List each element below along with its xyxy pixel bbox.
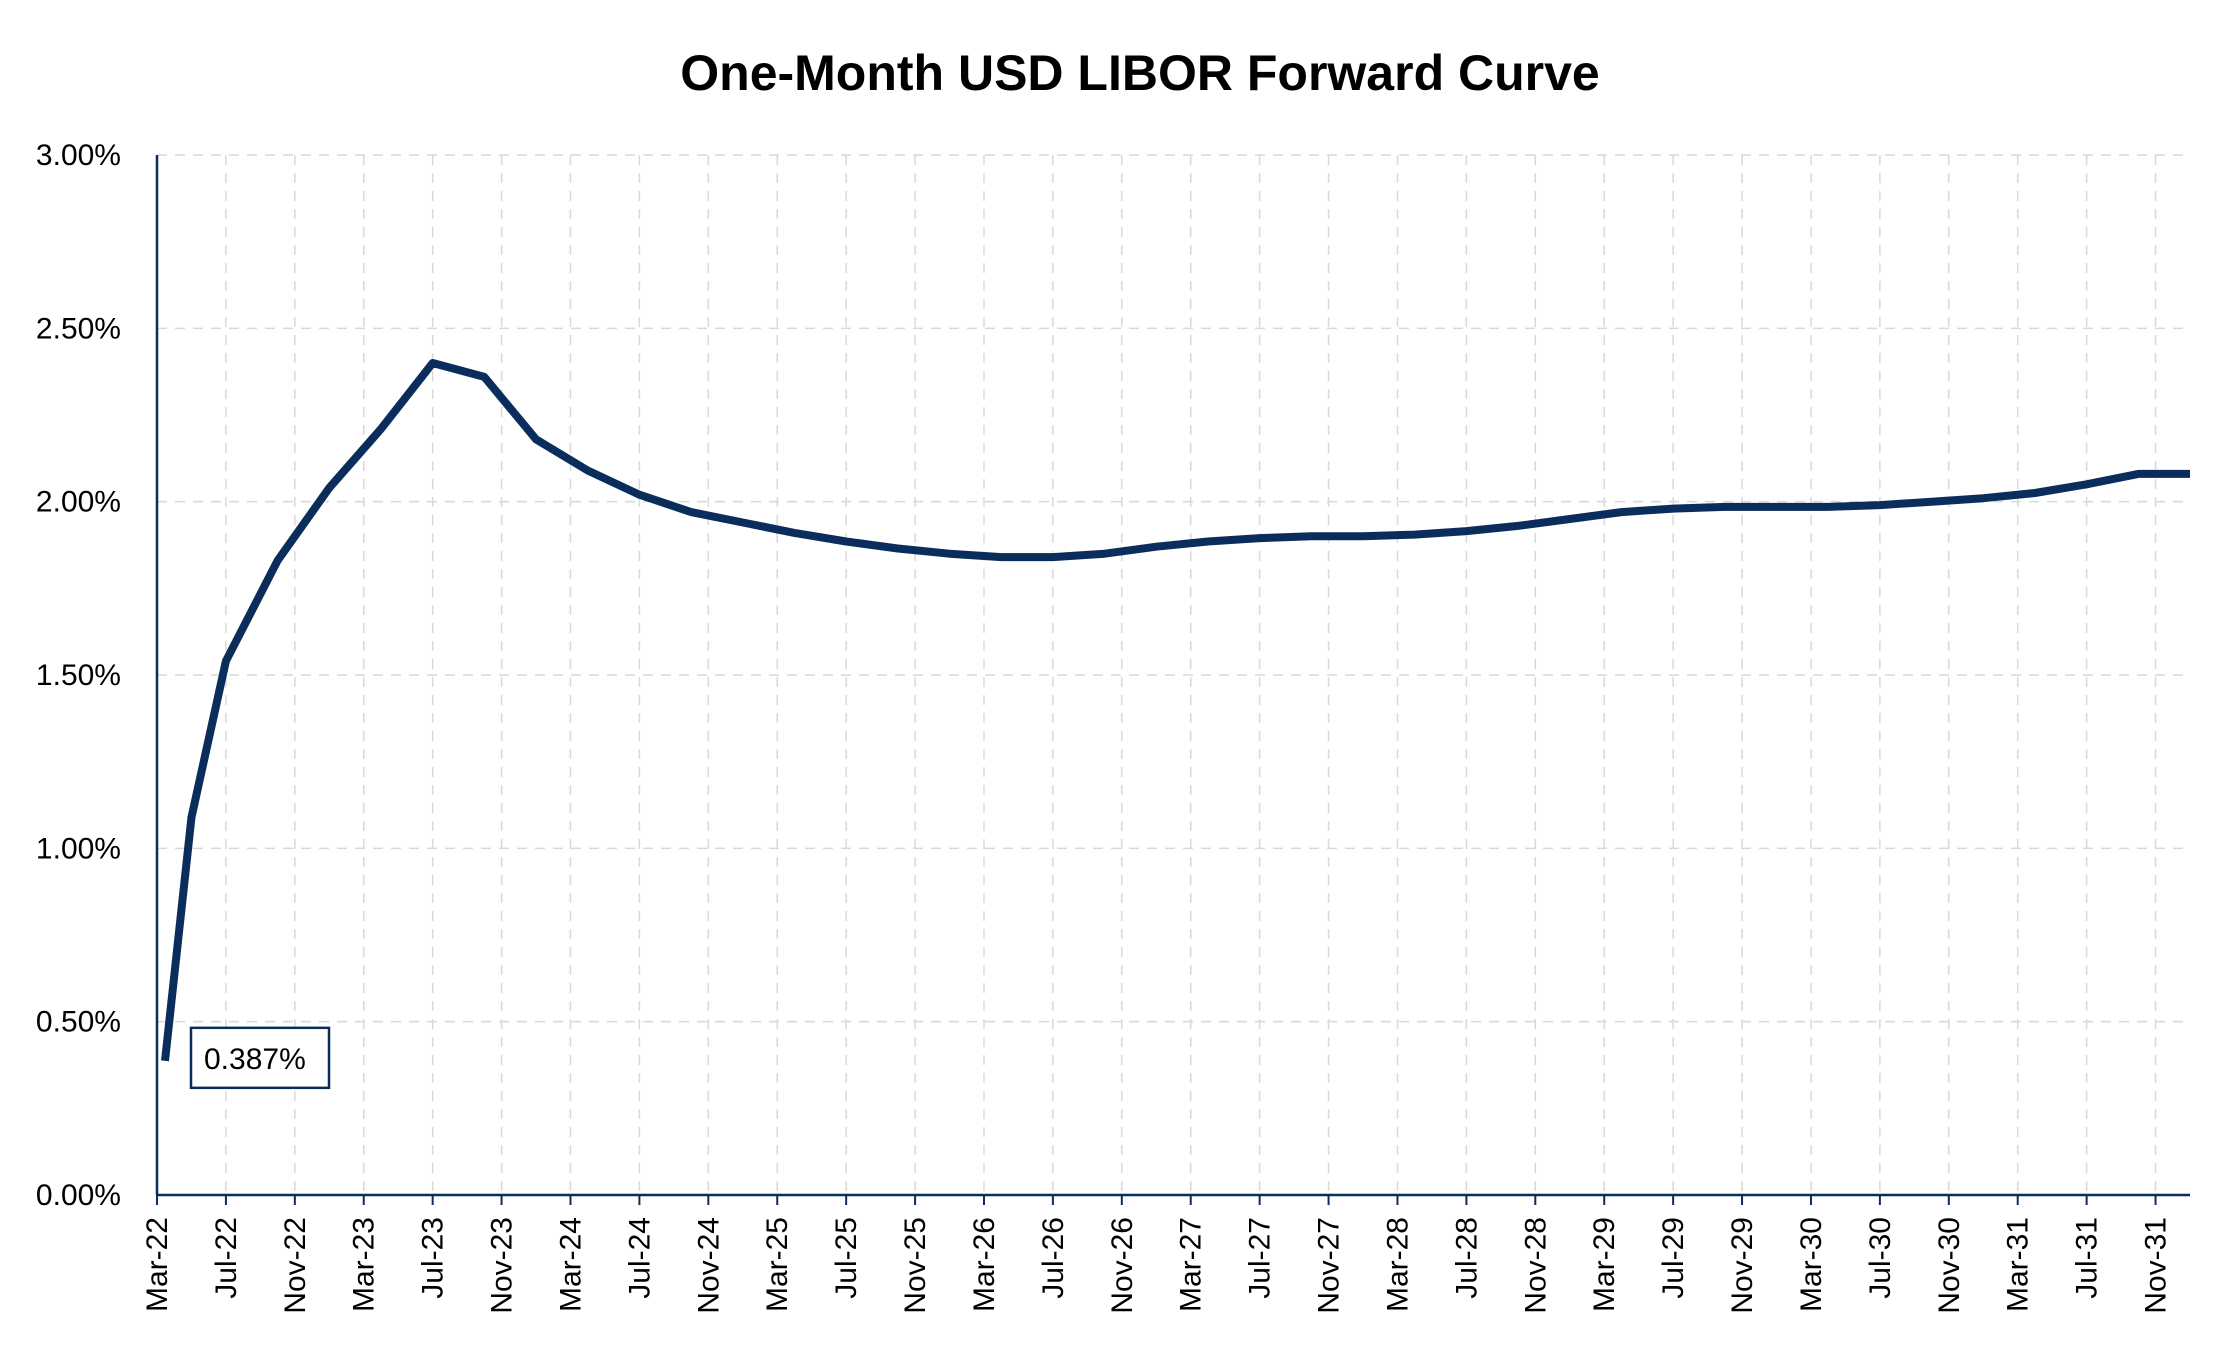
series-layer bbox=[161, 359, 2190, 1062]
x-tick-label: Jul-25 bbox=[830, 1217, 863, 1299]
grid-lines bbox=[157, 154, 2190, 1195]
annotation: 0.387% bbox=[189, 1026, 331, 1090]
y-tick-label: 3.00% bbox=[36, 139, 121, 172]
x-tick-label: Jul-26 bbox=[1037, 1217, 1070, 1299]
y-tick-label: 1.00% bbox=[36, 832, 121, 865]
annotation-box bbox=[189, 1026, 331, 1090]
x-tick-label: Mar-28 bbox=[1381, 1217, 1414, 1312]
x-tick-label: Jul-24 bbox=[623, 1217, 656, 1299]
x-tick-label: Mar-31 bbox=[2002, 1217, 2035, 1312]
x-tick-label: Nov-31 bbox=[2140, 1217, 2173, 1314]
x-tick-label: Mar-25 bbox=[761, 1217, 794, 1312]
x-tick-label: Nov-24 bbox=[692, 1217, 725, 1314]
x-axis-ticks: Mar-22 Jul-22 Nov-22 Mar-23 Jul-23 Nov-23 Mar-… bbox=[141, 1195, 2173, 1314]
x-tick-label: Mar-22 bbox=[141, 1217, 174, 1312]
x-tick-label: Nov-30 bbox=[1933, 1217, 1966, 1314]
axes bbox=[155, 155, 2190, 1197]
y-axis-ticks: 0.00% 0.50% 1.00% 1.50% 2.00% 2.50% 3.00% bbox=[36, 139, 121, 1212]
x-tick-label: Jul-29 bbox=[1657, 1217, 1690, 1299]
x-tick-label: Nov-22 bbox=[279, 1217, 312, 1314]
series-line bbox=[161, 359, 2190, 1062]
x-tick-label: Nov-26 bbox=[1106, 1217, 1139, 1314]
x-tick-label: Mar-26 bbox=[968, 1217, 1001, 1312]
x-tick-label: Jul-22 bbox=[210, 1217, 243, 1299]
x-tick-label: Nov-29 bbox=[1726, 1217, 1759, 1314]
x-tick-label: Jul-23 bbox=[417, 1217, 450, 1299]
x-tick-label: Nov-23 bbox=[486, 1217, 519, 1314]
x-tick-label: Jul-28 bbox=[1450, 1217, 1483, 1299]
x-tick-label: Jul-30 bbox=[1864, 1217, 1897, 1299]
y-tick-label: 2.50% bbox=[36, 312, 121, 345]
x-tick-label: Nov-28 bbox=[1519, 1217, 1552, 1314]
x-tick-label: Mar-27 bbox=[1175, 1217, 1208, 1312]
y-tick-label: 0.00% bbox=[36, 1179, 121, 1212]
y-tick-label: 1.50% bbox=[36, 659, 121, 692]
x-tick-label: Mar-29 bbox=[1588, 1217, 1621, 1312]
x-tick-label: Jul-27 bbox=[1244, 1217, 1277, 1299]
x-tick-label: Nov-27 bbox=[1313, 1217, 1346, 1314]
x-tick-label: Nov-25 bbox=[899, 1217, 932, 1314]
x-tick-label: Mar-30 bbox=[1795, 1217, 1828, 1312]
y-tick-label: 2.00% bbox=[36, 486, 121, 519]
chart-title: One-Month USD LIBOR Forward Curve bbox=[680, 45, 1599, 101]
y-tick-label: 0.50% bbox=[36, 1006, 121, 1039]
x-tick-label: Jul-31 bbox=[2071, 1217, 2104, 1299]
x-tick-label: Mar-23 bbox=[348, 1217, 381, 1312]
annotation-label: 0.387% bbox=[204, 1043, 306, 1076]
x-tick-label: Mar-24 bbox=[554, 1217, 587, 1312]
